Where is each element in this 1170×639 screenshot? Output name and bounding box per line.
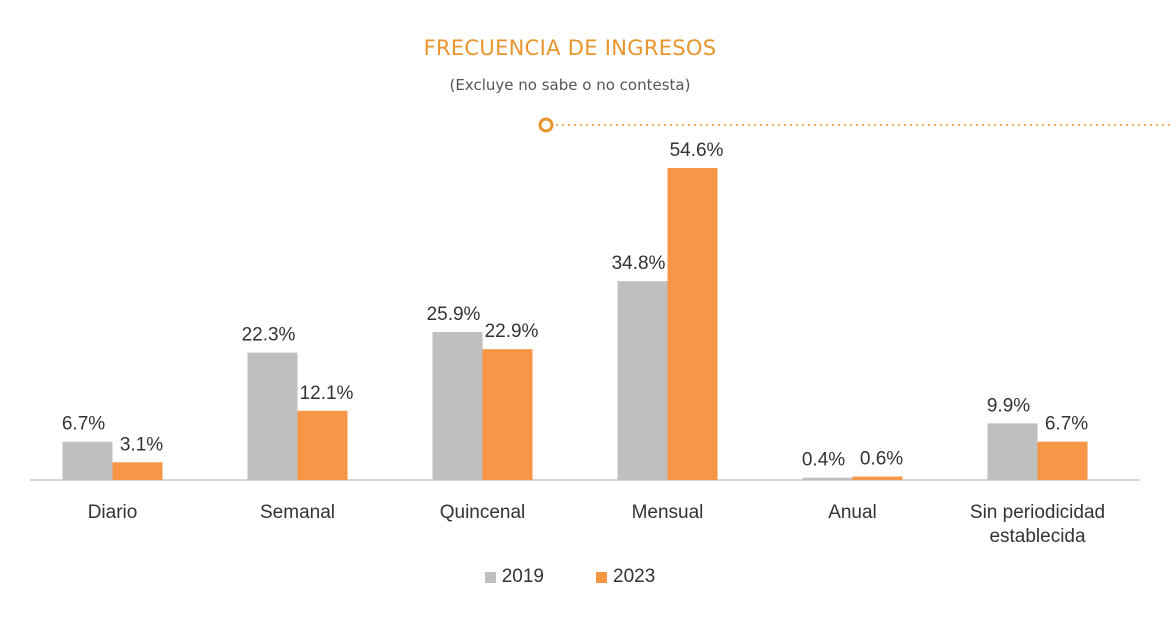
legend-label-2023: 2023 xyxy=(613,566,656,587)
bar-2023-5 xyxy=(1037,441,1088,480)
bar-2023-1 xyxy=(297,410,348,480)
category-label-1-0: Semanal xyxy=(260,502,335,523)
data-label-2019-0: 6.7% xyxy=(62,414,105,435)
bar-2023-2 xyxy=(482,349,533,480)
data-label-2023-3: 54.6% xyxy=(670,140,724,161)
category-label-0-0: Diario xyxy=(88,502,138,523)
data-label-2023-1: 12.1% xyxy=(300,383,354,404)
bar-2023-3 xyxy=(667,168,718,480)
value-labels-group: 6.7% 3.1% 22.3% 12.1% 25.9%22.9% 34.8% 54.6% 0.… xyxy=(62,140,1088,471)
category-label-2-0: Quincenal xyxy=(440,502,526,523)
bar-2019-1 xyxy=(247,352,298,480)
data-label-2019-1: 22.3% xyxy=(242,325,296,346)
data-label-2023-5: 6.7% xyxy=(1045,414,1088,435)
legend: 2019 2023 xyxy=(0,566,1140,588)
category-label-3-0: Mensual xyxy=(632,502,704,523)
category-labels-group: Diario Semanal Quincenal Mensual Anual Sin pe… xyxy=(88,502,1105,547)
bar-2019-5 xyxy=(987,423,1038,480)
legend-item-2019: 2019 xyxy=(484,566,544,588)
legend-swatch-2023 xyxy=(596,571,607,583)
bar-2019-0 xyxy=(62,441,113,480)
bar-2023-0 xyxy=(112,462,163,480)
decorative-dotted-line xyxy=(538,117,1170,133)
bar-2019-3 xyxy=(617,281,668,480)
bar-2019-4 xyxy=(802,477,853,480)
legend-item-2023: 2023 xyxy=(596,566,655,588)
data-label-2019-4: 0.4% xyxy=(802,450,845,471)
chart-title: FRECUENCIA DE INGRESOS xyxy=(423,36,717,60)
bar-2019-2 xyxy=(432,332,483,480)
legend-swatch-2019 xyxy=(484,571,496,583)
bars-group xyxy=(30,168,1140,481)
data-label-2023-4: 0.6% xyxy=(860,449,903,470)
bar-2023-4 xyxy=(852,476,903,480)
category-label-5-1: establecida xyxy=(989,526,1086,547)
category-label-5-0: Sin periodicidad xyxy=(970,502,1105,523)
legend-label-2019: 2019 xyxy=(501,566,544,587)
data-label-2023-0: 3.1% xyxy=(120,434,163,455)
decor-circle xyxy=(538,117,554,133)
data-label-2019-3: 34.8% xyxy=(612,253,666,274)
data-label-2019-2: 25.9% xyxy=(427,304,481,325)
chart-subtitle: (Excluye no sabe o no contesta) xyxy=(449,76,691,94)
category-label-4-0: Anual xyxy=(828,502,877,523)
data-label-2023-2: 22.9% xyxy=(485,321,539,342)
data-label-2019-5: 9.9% xyxy=(987,395,1030,416)
